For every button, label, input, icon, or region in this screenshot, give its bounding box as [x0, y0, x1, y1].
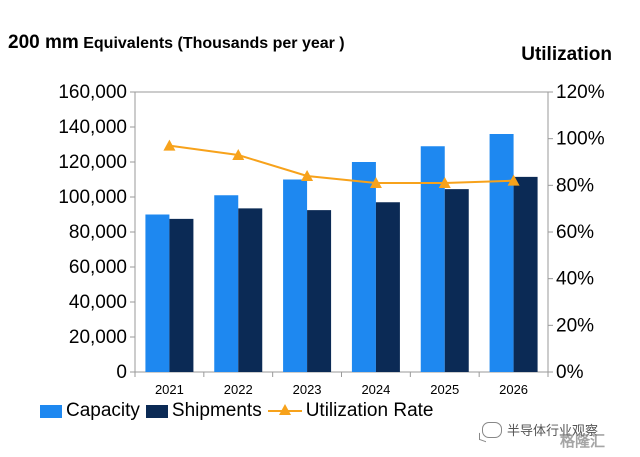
bar-capacity-2021	[145, 214, 170, 372]
bar-shipments-2025	[444, 189, 469, 372]
x-tick-label: 2022	[224, 382, 253, 397]
legend-label-shipments: Shipments	[171, 400, 262, 421]
plot-frame	[134, 91, 549, 373]
legend-label-utilization: Utilization Rate	[305, 400, 434, 421]
x-tick-label: 2024	[361, 382, 390, 397]
bar-shipments-2024	[375, 202, 400, 372]
y-right-tick-label: 40%	[556, 269, 594, 290]
y-right-tick-label: 80%	[556, 175, 594, 196]
chart-title-rest: Equivalents (Thousands per year )	[83, 35, 345, 52]
utilization-point-2024	[369, 177, 382, 188]
y-right-tick-label: 20%	[556, 315, 594, 336]
bar-shipments-2021	[169, 218, 194, 372]
right-axis-title: Utilization	[521, 44, 612, 65]
utilization-point-2025	[438, 177, 451, 188]
bar-shipments-2022	[238, 208, 263, 372]
bar-capacity-2022	[214, 195, 239, 372]
watermark-text: 半导体行业观察	[507, 423, 599, 438]
y-left-tick-label: 120,000	[58, 152, 127, 173]
y-left-tick-label: 0	[116, 362, 127, 383]
watermark: 半导体行业观察	[482, 420, 598, 439]
utilization-line	[169, 144, 514, 184]
chart-title: 200 mm Equivalents (Thousands per year )	[8, 32, 345, 54]
legend: Capacity Shipments Utilization Rate	[40, 400, 439, 422]
bar-shipments-2023	[307, 210, 332, 372]
y-right-tick-label: 120%	[556, 82, 605, 103]
watermark-logo: 格隆汇	[560, 433, 606, 450]
chart-title-main: 200 mm	[8, 32, 79, 53]
y-left-tick-label: 160,000	[58, 82, 127, 103]
bar-shipments-2026	[513, 176, 538, 372]
utilization-point-2026	[507, 174, 520, 186]
utilization-point-2021	[163, 139, 176, 151]
y-left-tick-label: 20,000	[69, 327, 127, 348]
x-tick-label: 2021	[155, 382, 184, 397]
legend-item-shipments: Shipments	[145, 400, 262, 422]
y-right-tick-label: 100%	[556, 129, 605, 150]
x-tick-label: 2026	[499, 382, 528, 397]
bar-capacity-2023	[283, 179, 308, 372]
x-tick-label: 2023	[293, 382, 322, 397]
legend-label-capacity: Capacity	[66, 400, 140, 421]
y-right-tick-label: 0%	[556, 362, 584, 383]
y-right-tick-label: 60%	[556, 222, 594, 243]
legend-swatch-shipments	[145, 404, 168, 418]
legend-marker-utilization	[267, 402, 302, 420]
legend-item-capacity: Capacity	[40, 400, 140, 422]
y-left-tick-label: 100,000	[58, 187, 127, 208]
legend-swatch-capacity	[40, 404, 62, 418]
y-left-tick-label: 140,000	[58, 117, 127, 138]
y-left-tick-label: 40,000	[69, 292, 127, 313]
bar-capacity-2026	[489, 134, 514, 372]
y-left-tick-label: 60,000	[69, 257, 127, 278]
bar-capacity-2025	[420, 146, 445, 372]
x-tick-label: 2025	[430, 382, 459, 397]
utilization-point-2022	[232, 149, 245, 160]
bar-capacity-2024	[351, 162, 376, 372]
y-left-tick-label: 80,000	[69, 222, 127, 243]
wechat-icon	[482, 421, 502, 438]
legend-item-utilization: Utilization Rate	[267, 400, 434, 422]
utilization-point-2023	[301, 170, 314, 181]
